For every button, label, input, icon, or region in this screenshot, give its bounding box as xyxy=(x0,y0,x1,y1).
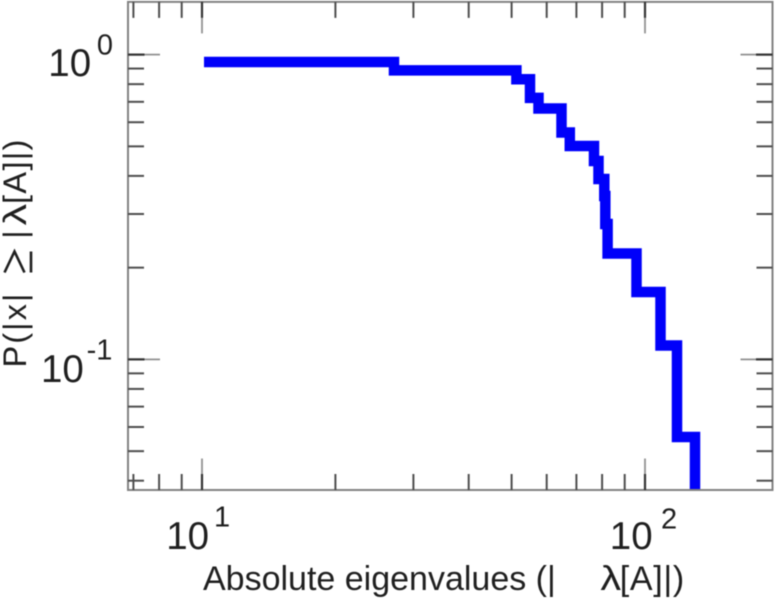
svg-text:10: 10 xyxy=(48,42,91,85)
svg-text:10: 10 xyxy=(41,348,84,391)
svg-text:|: | xyxy=(0,230,33,238)
svg-text:λ: λ xyxy=(0,204,33,225)
svg-text:P(|x|: P(|x| xyxy=(0,294,33,368)
svg-text:10: 10 xyxy=(610,515,653,558)
svg-text:Absolute eigenvalues (|: Absolute eigenvalues (| xyxy=(203,560,556,598)
svg-text:λ: λ xyxy=(600,561,621,599)
svg-text:[A]|): [A]|) xyxy=(0,140,33,205)
svg-text:2: 2 xyxy=(661,504,677,536)
svg-text:10: 10 xyxy=(166,515,209,558)
svg-text:0: 0 xyxy=(97,29,113,61)
svg-text:[A]|): [A]|) xyxy=(620,560,685,598)
svg-text:1: 1 xyxy=(214,502,230,534)
svg-text:-1: -1 xyxy=(87,335,113,367)
